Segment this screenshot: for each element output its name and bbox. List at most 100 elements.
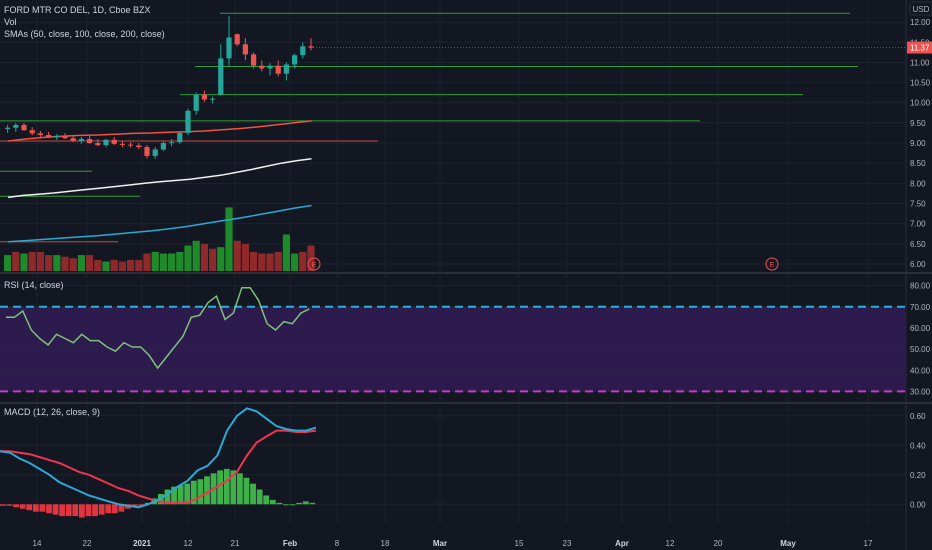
macd-tick-label: 0.20: [910, 471, 926, 480]
candle-body: [251, 54, 257, 66]
candle-body: [177, 132, 183, 143]
macd-signal-line: [0, 429, 317, 504]
time-tick-label: 12: [666, 539, 675, 548]
volume-bar: [209, 248, 217, 271]
candle-body: [54, 135, 60, 138]
price-tick-label: 8.00: [910, 179, 926, 188]
time-tick-label: 14: [33, 539, 42, 548]
time-tick-label: 8: [335, 539, 340, 548]
candle-body: [70, 138, 76, 142]
candle-body: [267, 65, 273, 69]
volume-bar: [184, 245, 192, 271]
volume-bar: [4, 255, 12, 271]
volume-bar: [266, 253, 274, 271]
price-tick-label: 11.00: [910, 58, 930, 67]
volume-bar: [151, 251, 159, 271]
candle-body: [103, 139, 109, 146]
candle-body: [210, 98, 216, 100]
candle-body: [308, 46, 314, 48]
volume-bar: [159, 253, 167, 271]
rsi-label[interactable]: RSI (14, close): [4, 280, 64, 290]
candle-body: [21, 124, 27, 131]
earnings-marker-label: E: [312, 262, 317, 269]
time-tick-label: 2021: [133, 539, 151, 548]
candle-body: [5, 127, 11, 129]
macd-histogram-bar: [6, 504, 13, 506]
macd-histogram-bar: [302, 501, 309, 505]
currency-box: [909, 1, 932, 16]
candle-body: [275, 65, 281, 74]
candle-body: [300, 46, 306, 56]
sma-label[interactable]: SMAs (50, close, 100, close, 200, close): [4, 29, 165, 39]
candle-body: [193, 94, 199, 111]
macd-histogram-bar: [250, 483, 256, 505]
candle-body: [144, 147, 150, 156]
volume-bar: [20, 253, 28, 271]
macd-histogram-bar: [59, 504, 66, 517]
candle-body: [119, 143, 125, 145]
macd-line: [0, 407, 317, 509]
rsi-legend[interactable]: RSI (14, close): [4, 279, 64, 291]
time-tick-label: 23: [563, 539, 572, 548]
candle-body: [29, 130, 35, 134]
macd-histogram-bar: [65, 504, 72, 517]
time-tick-label: 22: [83, 539, 92, 548]
candle-body: [46, 134, 52, 138]
macd-tick-label: 0.00: [910, 500, 926, 509]
volume-bar: [118, 261, 126, 271]
macd-histogram-bar: [85, 504, 92, 517]
symbol-title[interactable]: FORD MTR CO DEL, 1D, Cboe BZX: [4, 5, 151, 15]
macd-histogram-bar: [296, 502, 303, 505]
volume-bar: [36, 251, 44, 271]
price-tick-label: 9.50: [910, 119, 926, 128]
volume-bar: [53, 255, 61, 271]
macd-histogram-bar: [230, 470, 237, 505]
currency-label: USD: [913, 5, 930, 14]
price-tick-label: 8.50: [910, 159, 926, 168]
candle-body: [160, 143, 166, 150]
candle-body: [95, 143, 101, 146]
candle-body: [37, 133, 43, 135]
candle-body: [87, 139, 93, 144]
macd-histogram-bar: [197, 479, 204, 505]
volume-bar: [86, 255, 94, 271]
macd-histogram-bar: [283, 504, 289, 506]
price-tick-label: 10.00: [910, 99, 931, 108]
earnings-marker-label: E: [770, 262, 775, 269]
volume-bar: [282, 234, 290, 271]
time-tick-label: Apr: [615, 539, 629, 548]
volume-bar: [94, 259, 102, 271]
vol-label[interactable]: Vol: [4, 17, 17, 27]
macd-label[interactable]: MACD (12, 26, close, 9): [4, 407, 101, 417]
sma200-line: [8, 204, 312, 243]
macd-histogram-bar: [13, 504, 19, 508]
volume-bar: [102, 261, 110, 271]
macd-histogram-bar: [263, 495, 270, 505]
price-tag-label: 11.37: [910, 44, 930, 53]
volume-bar: [12, 251, 20, 271]
time-tick-label: Mar: [433, 539, 447, 548]
macd-histogram-bar: [26, 504, 33, 511]
macd-legend[interactable]: MACD (12, 26, close, 9): [4, 406, 100, 418]
macd-histogram-bar: [309, 502, 316, 505]
time-tick-label: 21: [231, 539, 240, 548]
candle-body: [78, 139, 84, 142]
chart-legend: FORD MTR CO DEL, 1D, Cboe BZX Vol SMAs (…: [4, 4, 165, 40]
macd-histogram-bar: [111, 504, 118, 514]
macd-histogram-bar: [289, 504, 296, 506]
macd-histogram-bar: [164, 489, 171, 505]
volume-bar: [299, 251, 307, 271]
price-tick-label: 12.00: [910, 18, 931, 27]
macd-histogram-bar: [46, 504, 52, 514]
candle-body: [292, 55, 298, 65]
volume-bar: [274, 251, 282, 271]
volume-bar: [225, 207, 233, 271]
macd-histogram-bar: [138, 504, 145, 506]
volume-bar: [110, 259, 118, 271]
macd-histogram-bar: [98, 504, 105, 515]
candle-body: [169, 142, 175, 144]
candle-body: [234, 34, 240, 45]
volume-bar: [250, 251, 258, 271]
macd-histogram-bar: [243, 477, 250, 505]
